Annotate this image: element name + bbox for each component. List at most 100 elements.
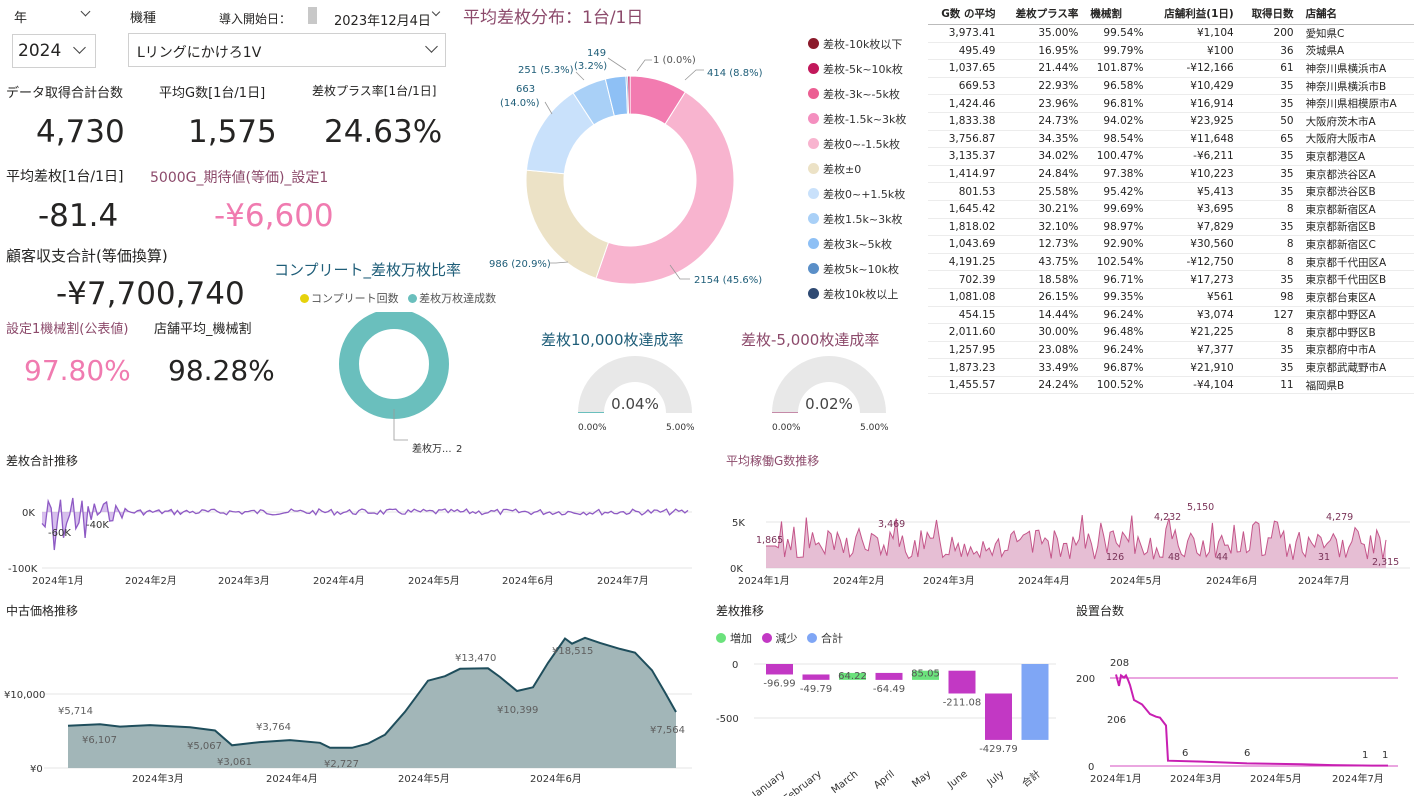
table-cell: 18.58% <box>1001 270 1085 289</box>
setting1-label: 設定1機械割(公表値) <box>6 322 129 337</box>
col-header-plus-rate[interactable]: 差枚プラス率 <box>1001 2 1085 25</box>
waterfall-bar[interactable] <box>912 670 939 680</box>
year-collapse-chevron-icon[interactable] <box>80 6 92 18</box>
donut-slice[interactable] <box>595 91 735 285</box>
table-row[interactable]: 1,037.65 21.44% 101.87% -¥12,166 61 神奈川県横浜市A <box>928 59 1414 78</box>
donut-legend-item[interactable]: 差枚3k~5k枚 <box>808 238 906 263</box>
price-label-9: ¥7,564 <box>650 725 685 736</box>
donut-legend-item[interactable]: 差枚-1.5k~3k枚 <box>808 113 906 138</box>
donut-legend-item[interactable]: 差枚-10k枚以下 <box>808 38 906 63</box>
table-cell: 23.96% <box>1001 94 1085 113</box>
table-cell: 35 <box>1239 165 1300 184</box>
gauge1[interactable]: 0.04% 0.00% 5.00% <box>570 350 710 435</box>
donut-legend-item[interactable]: 差枚5k~10k枚 <box>808 263 906 288</box>
legend-label-achieve: 差枚万枚達成数 <box>419 292 497 305</box>
table-cell: 101.87% <box>1084 59 1150 78</box>
table-row[interactable]: 1,081.08 26.15% 99.35% ¥561 98 東京都台東区A <box>928 288 1414 307</box>
store-table-container[interactable]: G数 の平均 差枚プラス率 機械割 店舗利益(1日) 取得日数 店舗名 3,97… <box>928 2 1414 395</box>
table-row[interactable]: 4,191.25 43.75% 102.54% -¥12,750 8 東京都千代田区A <box>928 253 1414 272</box>
table-row[interactable]: 1,257.95 23.08% 96.24% ¥7,377 35 東京都府中市A <box>928 341 1414 360</box>
donut-legend-item[interactable]: 差枚1.5k~3k枚 <box>808 213 906 238</box>
table-row[interactable]: 1,645.42 30.21% 99.69% ¥3,695 8 東京都新宿区A <box>928 200 1414 219</box>
model-dropdown[interactable]: Lリングにかけろ1V <box>128 33 446 67</box>
date-slider-handle[interactable] <box>308 7 317 24</box>
donut-legend-item[interactable]: 差枚-3k~-5k枚 <box>808 88 906 113</box>
donut-slice[interactable] <box>627 75 631 115</box>
waterfall-bar[interactable] <box>802 674 830 680</box>
gauge2-track <box>772 356 886 413</box>
table-row[interactable]: 3,973.41 35.00% 99.54% ¥1,104 200 愛知県C <box>928 24 1414 43</box>
table-row[interactable]: 1,455.57 24.24% 100.52% -¥4,104 11 福岡県B <box>928 376 1414 395</box>
diff-xtick-6: 2024年7月 <box>597 574 649 587</box>
start-date-label: 導入開始日： <box>219 12 292 26</box>
col-header-machine-rate[interactable]: 機械割 <box>1084 2 1150 25</box>
table-row[interactable]: 1,043.69 12.73% 92.90% ¥30,560 8 東京都新宿区C <box>928 235 1414 254</box>
table-cell: 669.53 <box>928 77 1002 96</box>
table-row[interactable]: 801.53 25.58% 95.42% ¥5,413 35 東京都渋谷区B <box>928 182 1414 201</box>
table-row[interactable]: 1,873.23 33.49% 96.87% ¥21,910 35 東京都武蔵野市A <box>928 358 1414 377</box>
col-header-g-avg[interactable]: G数 の平均 <box>928 2 1002 25</box>
price-xtick-3: 2024年6月 <box>530 772 582 785</box>
table-row[interactable]: 495.49 16.95% 99.79% ¥100 36 茨城県A <box>928 42 1414 61</box>
donut-label-e2: (14.0%) <box>500 98 540 109</box>
col-header-store-profit[interactable]: 店舗利益(1日) <box>1149 2 1240 25</box>
start-date-value[interactable]: 2023年12月4日 <box>334 14 431 29</box>
donut-legend-item[interactable]: 差枚±0 <box>808 163 906 188</box>
table-cell: 愛知県C <box>1299 24 1414 43</box>
table-row[interactable]: 669.53 22.93% 96.58% ¥10,429 35 神奈川県横浜市B <box>928 77 1414 96</box>
install-label-0: 208 <box>1110 658 1129 669</box>
waterfall-chart[interactable]: 0 -500 -96.99 January -49.79 February 64.22 M… <box>710 648 1066 796</box>
table-row[interactable]: 1,414.97 24.84% 97.38% ¥10,223 35 東京都渋谷区A <box>928 165 1414 184</box>
install-chart[interactable]: 200 0 208 206 6 6 1 1 2024年1月 2024年3月 20… <box>1070 616 1416 796</box>
table-cell: 25.58% <box>1001 182 1085 201</box>
waterfall-bar[interactable] <box>1021 664 1049 740</box>
donut-legend-item[interactable]: 差枚0~-1.5k枚 <box>808 138 906 163</box>
diff-xtick-3: 2024年4月 <box>313 574 365 587</box>
waterfall-bar[interactable] <box>948 670 976 694</box>
table-cell: 24.84% <box>1001 165 1085 184</box>
gauge2-max: 5.00% <box>860 423 889 433</box>
table-row[interactable]: 702.39 18.58% 96.71% ¥17,273 35 東京都千代田区B <box>928 270 1414 289</box>
table-row[interactable]: 1,833.38 24.73% 94.02% ¥23,925 50 大阪府茨木市A <box>928 112 1414 131</box>
donut-legend-item[interactable]: 差枚-5k~10k枚 <box>808 63 906 88</box>
legend-dot <box>808 288 819 299</box>
table-cell: -¥6,211 <box>1149 147 1240 166</box>
table-row[interactable]: 1,818.02 32.10% 98.97% ¥7,829 35 東京都新宿区B <box>928 218 1414 237</box>
legend-dot <box>808 38 819 49</box>
table-row[interactable]: 3,135.37 34.02% 100.47% -¥6,211 35 東京都港区A <box>928 147 1414 166</box>
col-header-days[interactable]: 取得日数 <box>1239 2 1300 25</box>
waterfall-bar[interactable] <box>985 693 1012 740</box>
table-row[interactable]: 2,011.60 30.00% 96.48% ¥21,225 8 東京都中野区B <box>928 323 1414 342</box>
legend-dot-decrease <box>761 633 772 643</box>
table-cell: 99.35% <box>1084 288 1150 307</box>
table-cell: 11 <box>1239 376 1300 395</box>
expect-label: 5000G_期待値(等価)_設定1 <box>150 170 329 186</box>
col-header-store-name[interactable]: 店舗名 <box>1299 2 1414 25</box>
donut-legend-item[interactable]: 差枚0~+1.5k枚 <box>808 188 906 213</box>
price-label-6: ¥13,470 <box>455 653 496 664</box>
table-cell: 36 <box>1239 42 1300 61</box>
diff-trend-chart[interactable]: 0K -100K -60K -40K 2024年1月 2024年2月 2024年… <box>0 466 700 592</box>
table-cell: 1,037.65 <box>928 59 1002 78</box>
g-trend-chart[interactable]: 5K 0K 1,865 3,469 4,232 5,150 4,279 2,31… <box>720 466 1416 592</box>
complete-donut-slice[interactable] <box>339 312 449 419</box>
complete-donut-chart[interactable]: 差枚万... 2 <box>330 312 480 462</box>
g-label-9: 31 <box>1318 552 1330 563</box>
table-row[interactable]: 1,424.46 23.96% 96.81% ¥16,914 35 神奈川県相模原市A <box>928 94 1414 113</box>
year-dropdown[interactable]: 2024 <box>12 34 96 68</box>
avg-g-value: 1,575 <box>188 114 277 150</box>
gauge2[interactable]: 0.02% 0.00% 5.00% <box>764 350 904 435</box>
legend-label: 差枚-1.5k~3k枚 <box>823 113 907 126</box>
donut-label-e1: 663 <box>516 84 535 95</box>
table-row[interactable]: 454.15 14.44% 96.24% ¥3,074 127 東京都中野区A <box>928 306 1414 325</box>
waterfall-bar[interactable] <box>839 672 866 680</box>
price-trend-chart[interactable]: ¥10,000 ¥0 ¥5,714 ¥6,107 ¥5,067 ¥3,764 ¥… <box>0 616 700 796</box>
gauge1-min: 0.00% <box>578 423 607 433</box>
waterfall-bar[interactable] <box>875 672 903 680</box>
table-row[interactable]: 3,756.87 34.35% 98.54% ¥11,648 65 大阪府大阪市A <box>928 130 1414 149</box>
legend-dot-complete <box>300 294 309 303</box>
waterfall-bar[interactable] <box>766 664 793 675</box>
table-cell: 98 <box>1239 288 1300 307</box>
donut-legend-item[interactable]: 差枚10k枚以上 <box>808 288 906 313</box>
distribution-donut-chart[interactable]: 1 (0.0%) 414 (8.8%) 2154 (45.6%) 986 (20… <box>480 30 800 300</box>
